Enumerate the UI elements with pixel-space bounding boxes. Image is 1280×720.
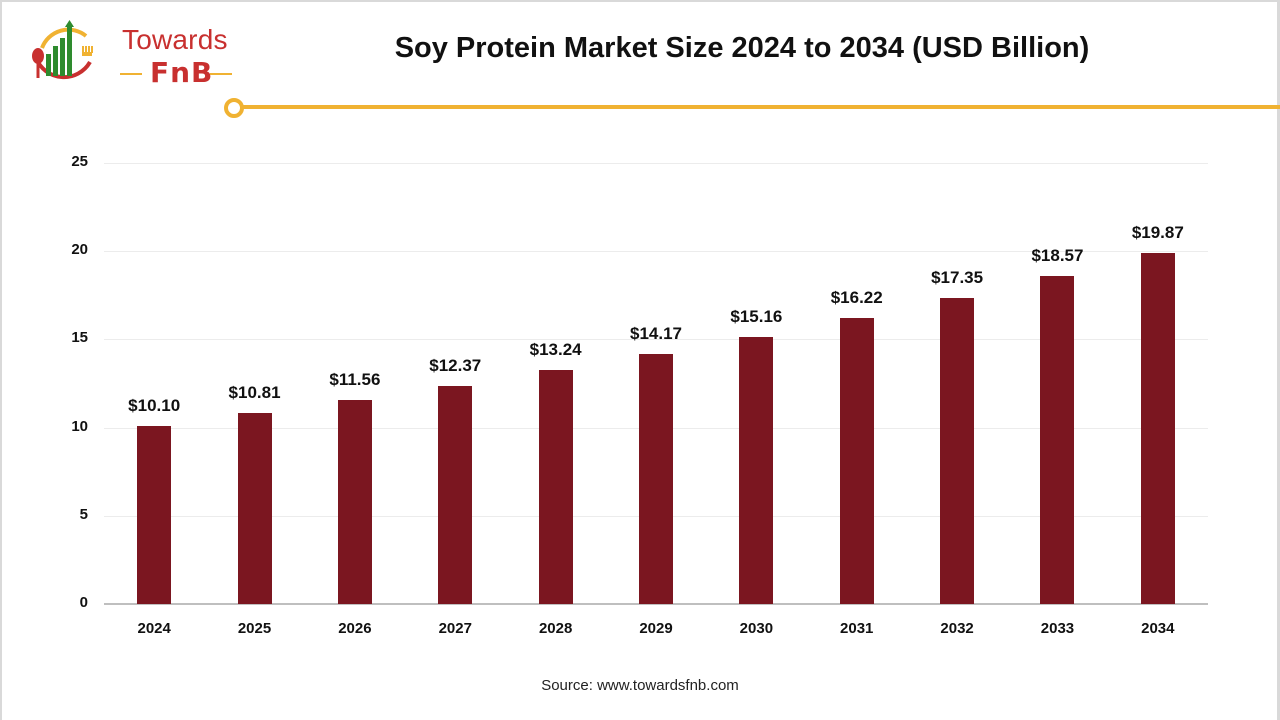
y-tick-label: 10 xyxy=(71,417,88,435)
bar-value-label: $10.81 xyxy=(228,383,281,403)
bar-value-label: $19.87 xyxy=(1131,223,1184,243)
chart-title: Soy Protein Market Size 2024 to 2034 (US… xyxy=(394,32,1090,64)
logo-dash-right xyxy=(210,73,232,75)
accent-circle-icon xyxy=(224,98,244,118)
bar-2029 xyxy=(639,354,673,604)
bar-value-label: $10.10 xyxy=(128,395,181,415)
x-tick-label: 2026 xyxy=(338,620,372,637)
bar-value-label: $11.56 xyxy=(329,370,381,390)
y-tick-label: 0 xyxy=(79,594,88,611)
x-tick-label: 2031 xyxy=(840,620,874,637)
bar-value-label: $15.16 xyxy=(730,306,783,326)
bar-value-label: $12.37 xyxy=(429,355,482,375)
gridline xyxy=(104,251,1208,253)
bar-2024 xyxy=(137,425,172,604)
bar-2025 xyxy=(237,413,272,604)
x-tick-label: 2025 xyxy=(237,620,272,637)
y-tick-label: 5 xyxy=(79,505,88,523)
bar-value-label: $13.24 xyxy=(529,340,582,360)
gridline xyxy=(104,339,1208,341)
x-tick-label: 2030 xyxy=(739,620,774,637)
logo-dash-left xyxy=(120,73,142,75)
bar-2032 xyxy=(940,297,975,604)
bar-2026 xyxy=(337,400,372,604)
x-tick-label: 2033 xyxy=(1040,620,1075,637)
bar-2034 xyxy=(1140,253,1175,604)
x-tick-label: 2028 xyxy=(538,620,573,637)
plot-area: $10.10 $10.81 $11.56 $12.37 $13.24 $14.17 $15.… xyxy=(104,163,1208,605)
x-tick-label: 2024 xyxy=(137,620,171,637)
y-tick-label: 25 xyxy=(71,153,88,170)
towards-fnb-logo: Towards FnB xyxy=(24,18,232,89)
bar-2027 xyxy=(438,385,473,604)
logo-text-fnb: FnB xyxy=(150,56,214,89)
bar-value-label: $16.22 xyxy=(830,287,883,307)
bar-2028 xyxy=(538,370,573,604)
x-tick-label: 2032 xyxy=(940,620,974,637)
bar-2031 xyxy=(839,317,874,604)
x-axis-line xyxy=(104,603,1208,605)
x-tick-label: 2029 xyxy=(639,620,673,637)
bar-2030 xyxy=(739,336,774,604)
bar-value-label: $17.35 xyxy=(931,267,984,287)
chart-plate-fork-spoon-icon xyxy=(32,20,93,80)
gridline xyxy=(104,163,1208,164)
y-tick-label: 15 xyxy=(71,329,88,347)
bar-2033 xyxy=(1040,276,1075,604)
y-tick-label: 20 xyxy=(71,241,88,259)
logo-text-towards: Towards xyxy=(122,24,228,55)
x-tick-label: 2027 xyxy=(438,620,472,637)
source-text: Source: www.towardsfnb.com xyxy=(541,677,739,694)
bar-value-label: $18.57 xyxy=(1031,246,1084,266)
bar-value-label: $14.17 xyxy=(630,324,682,344)
x-tick-label: 2034 xyxy=(1141,620,1175,637)
accent-divider-line xyxy=(240,105,1280,109)
